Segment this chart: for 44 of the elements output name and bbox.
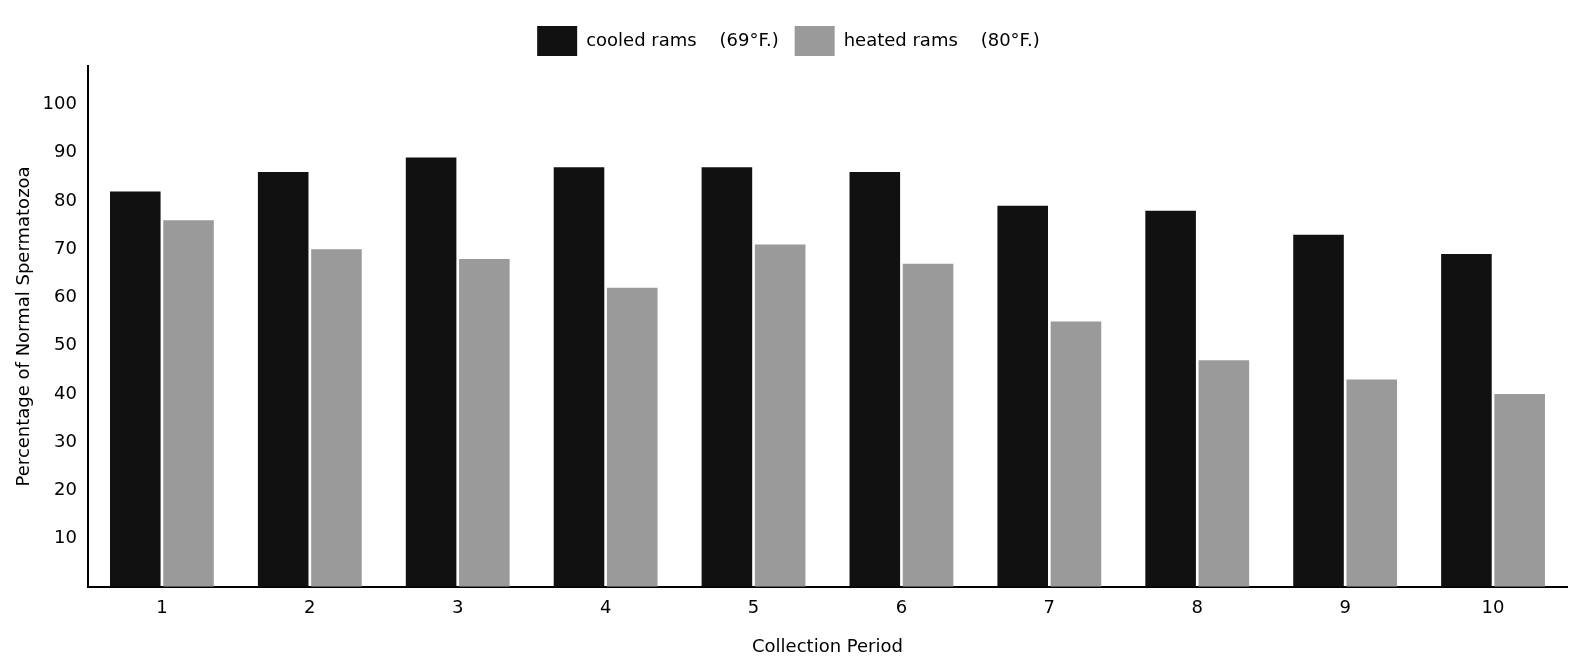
bar xyxy=(1441,254,1492,587)
bar xyxy=(163,220,214,587)
y-tick-label: 70 xyxy=(54,236,77,258)
bar xyxy=(109,191,161,587)
y-tick-label: 30 xyxy=(54,429,77,451)
bar xyxy=(459,258,510,587)
bar xyxy=(606,287,658,587)
y-tick-label: 50 xyxy=(54,333,77,355)
bar xyxy=(849,172,901,587)
x-tick-label: 10 xyxy=(1481,596,1505,618)
y-tick-label: 90 xyxy=(54,140,77,162)
x-tick-label: 5 xyxy=(747,596,760,618)
legend-label: cooled rams (69°F.) xyxy=(586,28,779,50)
y-tick-label: 40 xyxy=(54,381,77,403)
y-tick-label: 20 xyxy=(54,478,77,500)
legend-label: heated rams (80°F.) xyxy=(843,28,1040,50)
y-tick-label: 100 xyxy=(42,92,77,114)
bar xyxy=(1145,210,1196,587)
bar xyxy=(1494,393,1545,587)
bar xyxy=(553,167,605,587)
y-axis-title: Percentage of Normal Spermatozoa xyxy=(12,166,34,487)
bar xyxy=(257,172,309,587)
x-axis-title: Collection Period xyxy=(752,634,903,656)
x-tick-label: 4 xyxy=(599,596,612,618)
bar xyxy=(997,205,1048,587)
x-tick-label: 8 xyxy=(1191,596,1203,618)
x-tick-label: 1 xyxy=(156,596,168,618)
bar xyxy=(405,157,457,587)
bar xyxy=(701,167,753,587)
x-tick-label: 3 xyxy=(451,596,464,618)
bar xyxy=(1198,360,1250,587)
bar xyxy=(1050,321,1102,587)
bar xyxy=(1346,379,1398,587)
bar xyxy=(1293,234,1344,587)
y-tick-label: 80 xyxy=(54,188,77,210)
x-tick-label: 7 xyxy=(1043,596,1056,618)
bar xyxy=(311,249,362,587)
bar xyxy=(902,263,954,587)
x-tick-label: 2 xyxy=(304,596,316,618)
bar xyxy=(754,244,806,587)
y-tick-label: 10 xyxy=(54,526,77,548)
x-tick-label: 6 xyxy=(895,596,908,618)
x-tick-label: 9 xyxy=(1339,596,1351,618)
y-tick-label: 60 xyxy=(54,285,77,307)
